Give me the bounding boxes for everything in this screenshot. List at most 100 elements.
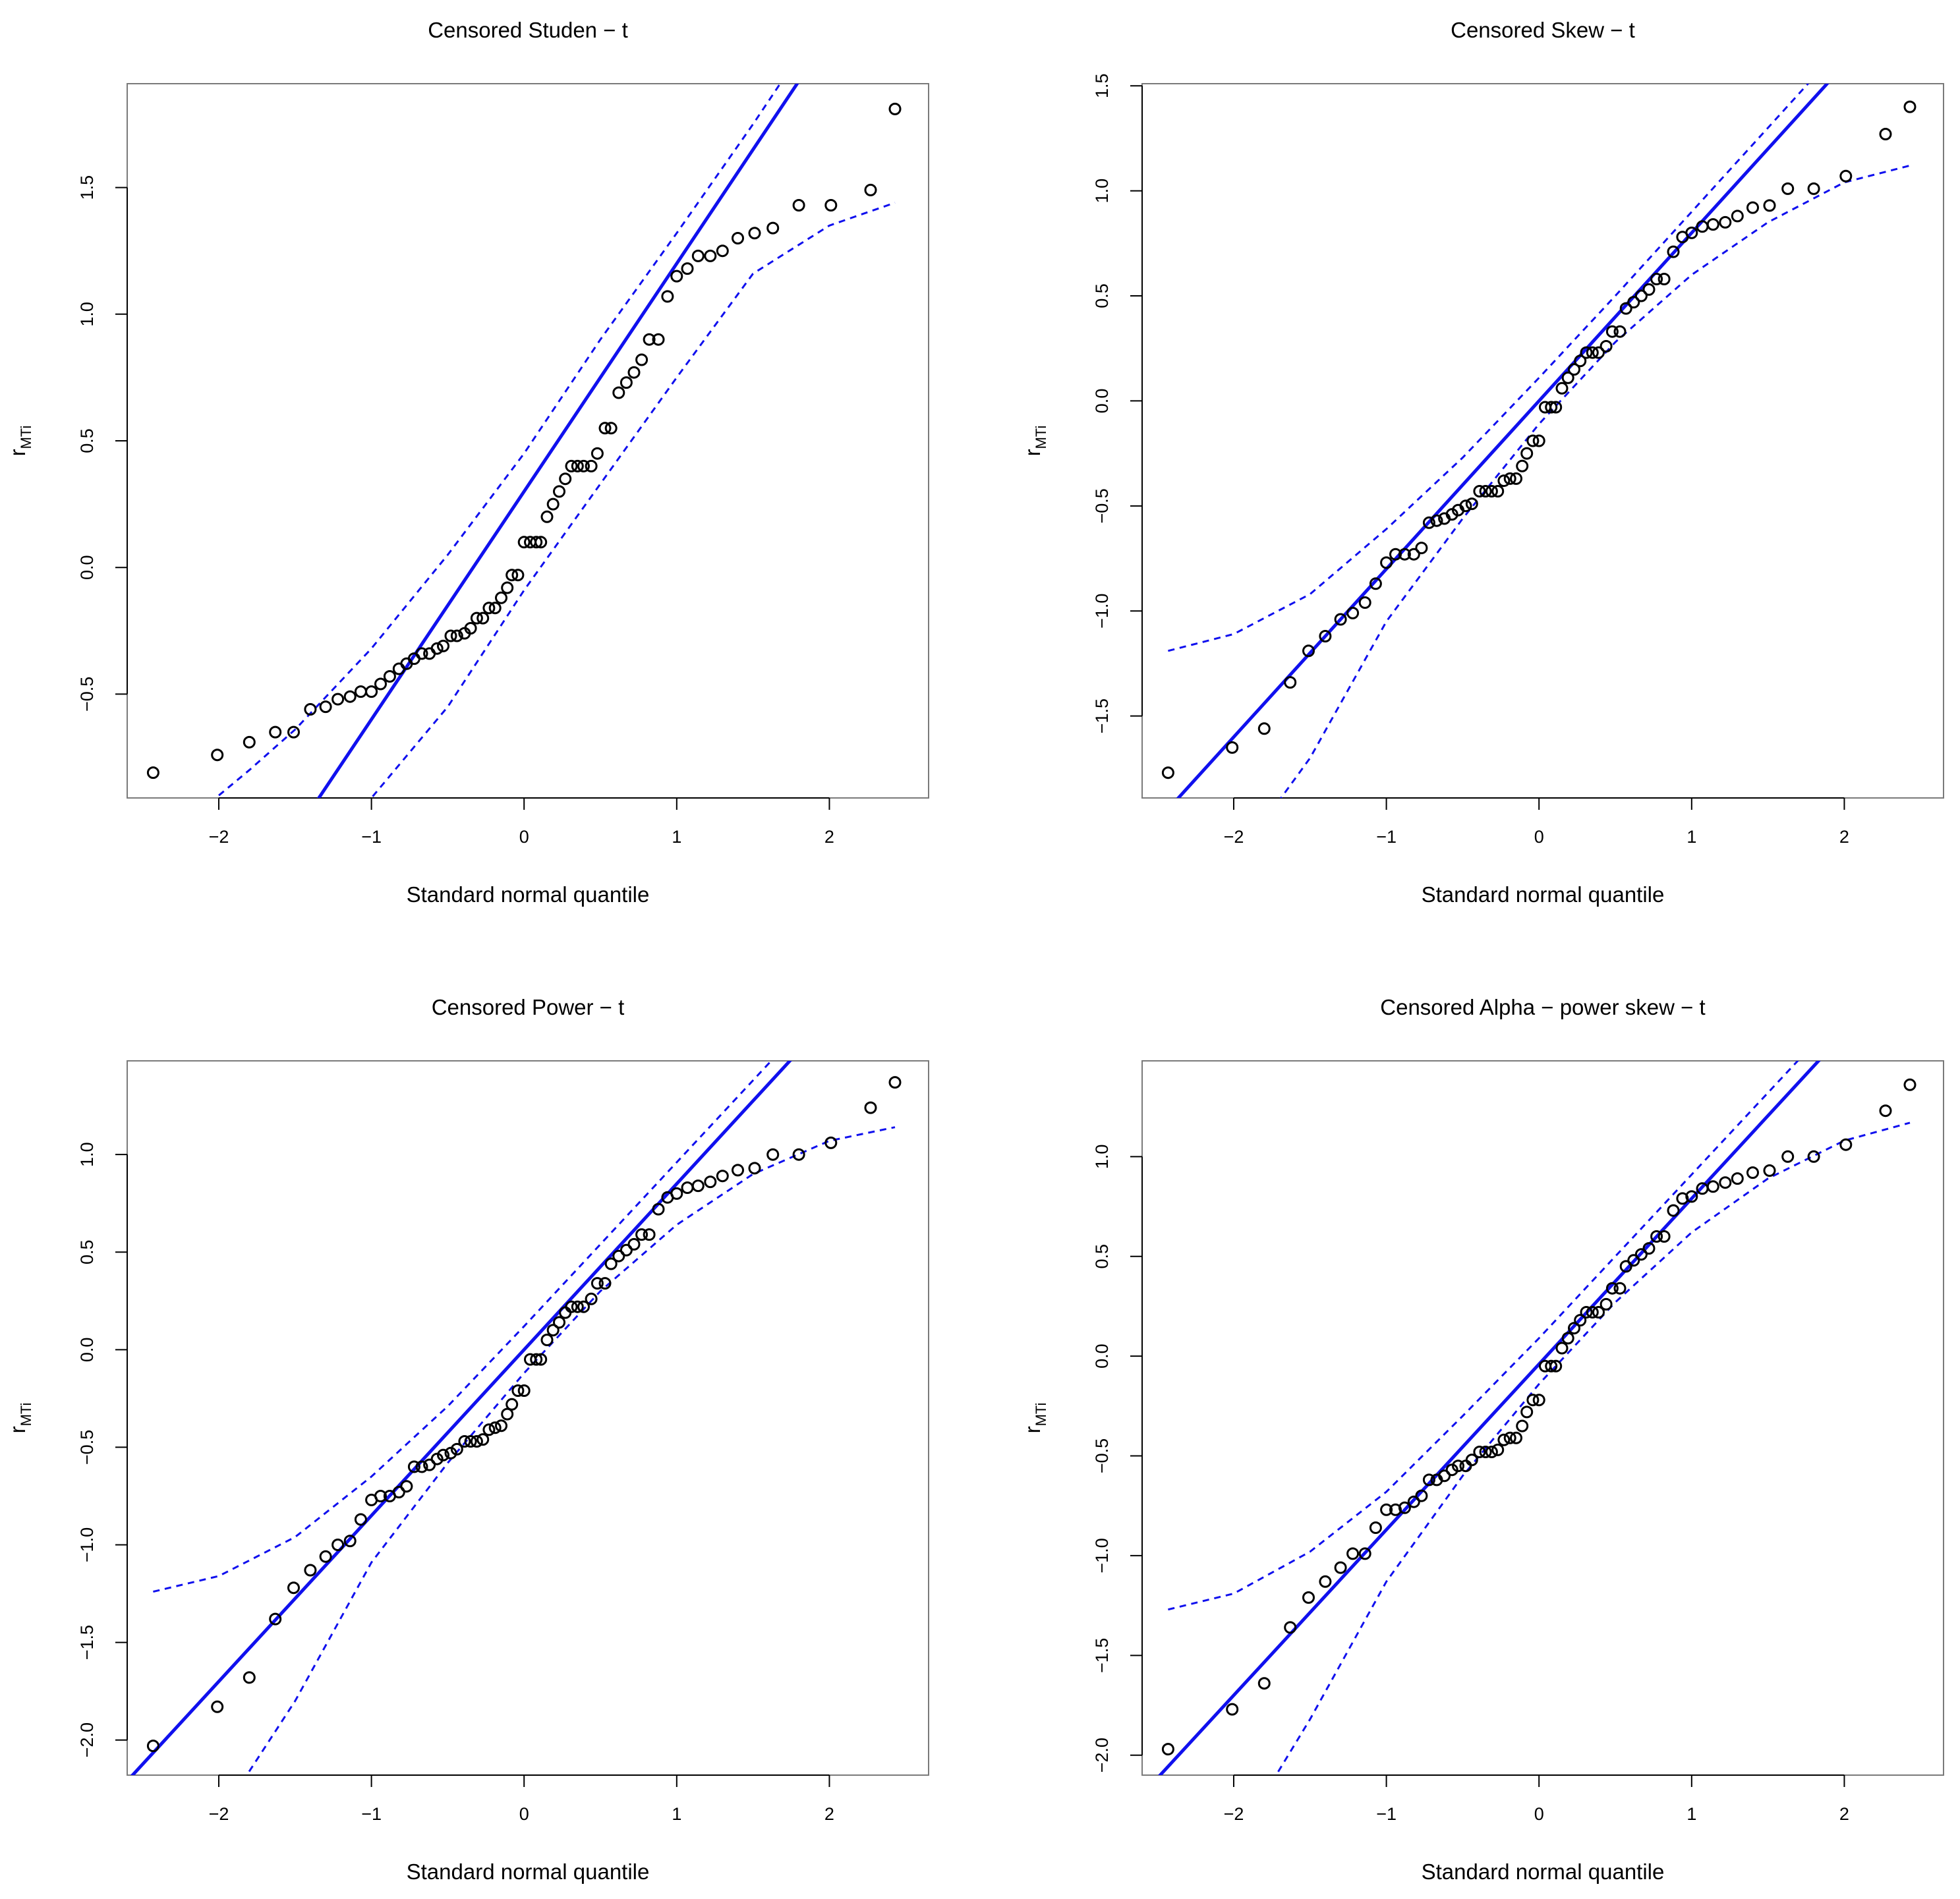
panel-4-data-point	[1520, 1405, 1534, 1419]
panel-2-data-point	[1580, 346, 1593, 359]
panel-1-y-tick-label: 1.0	[77, 302, 97, 327]
panel-3-y-axis-title-sub: MTi	[18, 1403, 34, 1427]
panel-1-title: Censored Studen − t	[428, 18, 628, 42]
panel-4-data-point	[1358, 1547, 1371, 1560]
panel-4-plot-area	[1157, 1061, 1917, 1775]
panel-1-data-point	[146, 766, 159, 779]
panel-3-data-point	[553, 1316, 565, 1329]
panel-4-x-tick-label: 1	[1686, 1804, 1696, 1824]
panel-1-data-point	[598, 422, 612, 435]
panel-2-y-tick-label: 0.5	[1092, 283, 1112, 308]
panel-1-data-point	[482, 602, 496, 615]
panel-4-data-point	[1473, 1446, 1486, 1458]
panel-3-data-point	[458, 1435, 471, 1448]
panel-3-data-point	[577, 1300, 590, 1313]
panel-2-data-point	[1430, 514, 1443, 527]
panel-3-y-tick-label: −1.0	[77, 1527, 97, 1562]
panel-4-data-point	[1407, 1495, 1420, 1508]
panel-3-data-point	[511, 1384, 525, 1397]
panel-2-data-point	[1473, 485, 1486, 497]
panel-3-data-point	[392, 1486, 405, 1498]
panel-3-data-point	[546, 1324, 560, 1337]
panel-4-x-tick-label: −1	[1376, 1804, 1397, 1824]
panel-3-data-point	[670, 1187, 683, 1200]
panel-3-data-point	[482, 1423, 496, 1436]
panel-1-plot-area	[146, 84, 902, 798]
panel-2-data-point	[1334, 613, 1347, 626]
panel-2-data-point	[1479, 485, 1492, 497]
panel-2-reference-line	[1176, 84, 1830, 798]
panel-3-data-point	[732, 1164, 744, 1177]
panel-3-data-point	[269, 1612, 282, 1626]
panel-4-data-point	[1613, 1282, 1627, 1295]
panel-3-data-point	[530, 1353, 543, 1366]
panel-4: Censored Alpha − power skew − t−2 −1 0 1 2−2…	[1020, 995, 1944, 1884]
panel-4-data-point	[1516, 1419, 1529, 1432]
panel-4-data-point	[1807, 1150, 1820, 1163]
panel-4-data-point	[1161, 1743, 1174, 1756]
panel-3-x-tick-label: 0	[519, 1804, 529, 1824]
panel-1-data-point	[612, 386, 625, 399]
panel-4-data-point	[1284, 1621, 1297, 1634]
panel-4-data-point	[1600, 1297, 1613, 1311]
panel-2-data-point	[1657, 273, 1671, 285]
panel-2-data-point	[1555, 382, 1569, 395]
panel-1-data-point	[540, 510, 554, 523]
panel-4-data-point	[1485, 1446, 1498, 1458]
panel-1-data-point	[691, 249, 705, 262]
panel-1-data-point	[343, 690, 357, 703]
panel-4-y-axis-title: rMTi	[1020, 1403, 1049, 1434]
panel-2-y-tick-label: 1.5	[1092, 73, 1112, 98]
panel-3-data-point	[287, 1581, 300, 1595]
panel-1-data-point	[354, 685, 367, 698]
panel-2-data-point	[1459, 499, 1472, 513]
panel-3-data-point	[444, 1446, 457, 1460]
panel-1-data-point	[585, 459, 598, 472]
panel-3-data-point	[792, 1148, 805, 1161]
panel-1-data-point	[505, 569, 519, 582]
panel-2-data-point	[1586, 346, 1599, 359]
panel-1-data-point	[661, 290, 674, 303]
panel-1-data-point	[530, 536, 543, 549]
panel-1-data-point	[716, 244, 729, 258]
panel-1-y-tick-label: −0.5	[77, 677, 97, 712]
panel-3-data-point	[612, 1249, 625, 1262]
panel-1-data-point	[704, 249, 717, 262]
panel-4-y-tick-label: 0.0	[1092, 1344, 1112, 1369]
panel-4-data-point	[1532, 1394, 1545, 1407]
panel-1-data-point	[517, 536, 531, 549]
panel-2-data-point	[1605, 325, 1619, 338]
panel-4-data-point	[1685, 1190, 1698, 1203]
panel-3-y-axis-title-main: r	[5, 1426, 30, 1433]
panel-4-data-point	[1650, 1230, 1663, 1243]
panel-3-data-point	[598, 1277, 612, 1290]
panel-2-data-point	[1627, 296, 1640, 309]
panel-1-data-point	[553, 485, 565, 498]
panel-4-x-tick-label: 2	[1839, 1804, 1849, 1824]
panel-2-envelope-lower	[1279, 164, 1911, 798]
panel-4-data-point	[1561, 1332, 1574, 1345]
panel-2-data-point	[1903, 100, 1917, 113]
panel-3-data-point	[704, 1176, 717, 1189]
panel-2-data-point	[1415, 542, 1428, 555]
panel-4-data-point	[1346, 1547, 1360, 1560]
panel-3-x-axis: −2 −1 0 1 2	[209, 1774, 834, 1824]
panel-3-data-point	[476, 1433, 490, 1446]
panel-4-envelope-lower	[1275, 1121, 1911, 1775]
panel-2-y-tick-label: −0.5	[1092, 488, 1112, 523]
panel-2-data-point	[1574, 354, 1587, 368]
panel-1-data-point	[476, 611, 490, 625]
panel-1-data-point	[652, 333, 665, 346]
panel-2-data-point	[1485, 485, 1498, 497]
panel-2-y-tick-label: 1.0	[1092, 179, 1112, 204]
panel-3-data-point	[400, 1480, 413, 1493]
panel-4-data-point	[1445, 1463, 1458, 1477]
panel-2-data-point	[1763, 199, 1776, 212]
panel-3-data-point	[495, 1419, 507, 1432]
panel-2-x-axis: −2 −1 0 1 2	[1224, 797, 1849, 847]
panel-3-data-point	[354, 1513, 367, 1526]
panel-4-data-point	[1510, 1431, 1522, 1444]
panel-1-data-point	[604, 422, 618, 435]
panel-3-data-point	[430, 1452, 444, 1465]
panel-2-y-axis: −1.5 −1.0 −0.5 0.0 0.5 1.0 1.5	[1092, 73, 1143, 733]
